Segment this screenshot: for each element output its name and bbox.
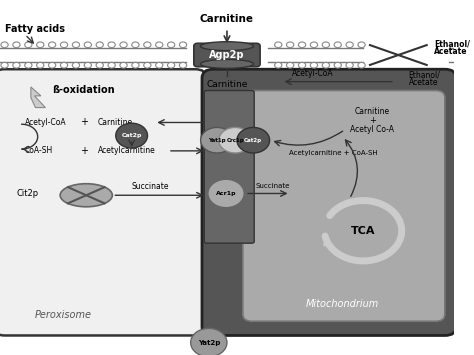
Text: Ethanol/: Ethanol/ xyxy=(434,40,470,49)
Circle shape xyxy=(96,62,103,68)
Circle shape xyxy=(116,123,147,148)
Text: Cat2p: Cat2p xyxy=(244,138,262,143)
Text: +: + xyxy=(80,146,88,156)
Circle shape xyxy=(299,42,306,48)
Text: Ethanol/: Ethanol/ xyxy=(409,71,440,80)
Circle shape xyxy=(25,62,32,68)
Circle shape xyxy=(299,62,306,68)
Circle shape xyxy=(36,42,44,48)
Text: Carnitine: Carnitine xyxy=(355,107,390,116)
Text: Cat2p: Cat2p xyxy=(121,133,142,138)
Circle shape xyxy=(48,42,56,48)
Text: ß-oxidation: ß-oxidation xyxy=(52,85,115,95)
Circle shape xyxy=(167,62,175,68)
Circle shape xyxy=(96,42,103,48)
Circle shape xyxy=(84,62,91,68)
Circle shape xyxy=(167,42,175,48)
Text: Mitochondrium: Mitochondrium xyxy=(306,299,379,309)
Circle shape xyxy=(108,42,115,48)
Circle shape xyxy=(237,127,270,153)
Text: Carnitine: Carnitine xyxy=(200,14,254,24)
Text: Acetyl-CoA: Acetyl-CoA xyxy=(292,69,334,78)
FancyBboxPatch shape xyxy=(194,43,260,67)
Circle shape xyxy=(132,42,139,48)
Text: +: + xyxy=(80,118,88,127)
Circle shape xyxy=(219,127,252,153)
Circle shape xyxy=(201,127,233,153)
Circle shape xyxy=(144,42,151,48)
Circle shape xyxy=(274,42,282,48)
Text: Peroxisome: Peroxisome xyxy=(35,310,92,320)
Circle shape xyxy=(84,42,91,48)
Ellipse shape xyxy=(201,60,254,68)
Circle shape xyxy=(346,42,353,48)
Circle shape xyxy=(108,62,115,68)
FancyBboxPatch shape xyxy=(243,91,445,321)
FancyBboxPatch shape xyxy=(0,69,207,335)
Circle shape xyxy=(13,42,20,48)
Text: Carnitine: Carnitine xyxy=(206,80,247,89)
Circle shape xyxy=(155,62,163,68)
Text: Yat2p: Yat2p xyxy=(198,340,220,345)
Circle shape xyxy=(73,42,80,48)
Text: CoA-SH: CoA-SH xyxy=(25,146,53,155)
Circle shape xyxy=(60,42,68,48)
Text: Carnitine: Carnitine xyxy=(98,118,133,127)
Circle shape xyxy=(25,42,32,48)
Circle shape xyxy=(180,42,187,48)
Circle shape xyxy=(120,62,127,68)
Circle shape xyxy=(358,62,365,68)
Circle shape xyxy=(191,328,227,355)
Polygon shape xyxy=(31,87,46,108)
Text: Crc1p: Crc1p xyxy=(226,138,244,143)
Circle shape xyxy=(155,42,163,48)
Circle shape xyxy=(132,62,139,68)
Circle shape xyxy=(286,62,294,68)
Text: Acetate: Acetate xyxy=(434,47,468,56)
Text: Succinate: Succinate xyxy=(131,182,169,191)
Text: Yat1p: Yat1p xyxy=(208,138,226,143)
Text: Acetyl-CoA: Acetyl-CoA xyxy=(25,118,66,127)
Circle shape xyxy=(36,62,44,68)
Text: Succinate: Succinate xyxy=(255,183,290,189)
Text: +: + xyxy=(369,116,376,125)
FancyBboxPatch shape xyxy=(204,91,254,243)
Circle shape xyxy=(286,42,294,48)
Circle shape xyxy=(1,42,8,48)
Text: Cit2p: Cit2p xyxy=(17,189,38,198)
Circle shape xyxy=(13,62,20,68)
Text: Agp2p: Agp2p xyxy=(209,50,245,60)
Text: Acetylcarnitine + CoA-SH: Acetylcarnitine + CoA-SH xyxy=(289,150,378,155)
Text: Acr1p: Acr1p xyxy=(216,191,237,196)
Circle shape xyxy=(120,42,127,48)
Circle shape xyxy=(180,62,187,68)
Circle shape xyxy=(358,42,365,48)
Ellipse shape xyxy=(201,42,254,50)
Circle shape xyxy=(310,42,318,48)
Ellipse shape xyxy=(60,184,112,207)
Circle shape xyxy=(334,62,341,68)
Circle shape xyxy=(334,42,341,48)
Text: Acetylcarnitine: Acetylcarnitine xyxy=(98,146,155,155)
Text: Acetate: Acetate xyxy=(409,78,438,87)
Circle shape xyxy=(322,62,329,68)
Text: TCA: TCA xyxy=(351,226,375,236)
Circle shape xyxy=(73,62,80,68)
Circle shape xyxy=(274,62,282,68)
Circle shape xyxy=(144,62,151,68)
FancyBboxPatch shape xyxy=(202,69,456,335)
Text: Acetyl Co-A: Acetyl Co-A xyxy=(350,125,394,134)
Circle shape xyxy=(1,62,8,68)
Circle shape xyxy=(310,62,318,68)
Text: Fatty acids: Fatty acids xyxy=(5,24,64,34)
Circle shape xyxy=(346,62,353,68)
Circle shape xyxy=(60,62,68,68)
Circle shape xyxy=(48,62,56,68)
Circle shape xyxy=(322,42,329,48)
Circle shape xyxy=(208,179,244,208)
